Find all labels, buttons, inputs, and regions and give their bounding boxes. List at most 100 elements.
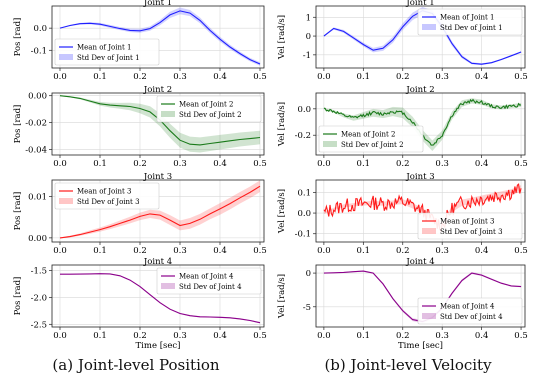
chart-title: Joint 4 — [405, 257, 434, 267]
x-tick-label: 0.4 — [213, 246, 227, 256]
legend-box — [156, 267, 262, 295]
chart-velocity-1: 0.0 0.1 0.2 0.3 0.4 0.5 1 0 -1 Joint 1 Vel [rad/s]… — [277, 0, 528, 82]
y-axis-label: Vel [rad/s] — [277, 102, 287, 147]
chart-title: Joint 2 — [143, 85, 172, 95]
x-tick-label: 0.2 — [133, 72, 147, 82]
x-tick-label: 0.0 — [317, 159, 331, 169]
legend-std-swatch — [59, 198, 73, 204]
x-tick-label: 0.4 — [475, 331, 489, 341]
caption-position: (a) Joint-level Position — [52, 356, 220, 374]
x-tick-label: 0.2 — [133, 159, 147, 169]
x-tick-label: 0.0 — [317, 331, 331, 341]
legend: Mean of Joint 4 Std Dev of Joint 4 — [417, 297, 523, 325]
caption-velocity: (b) Joint-level Velocity — [324, 356, 492, 374]
legend: Mean of Joint 1 Std Dev of Joint 1 — [417, 8, 523, 36]
x-axis-label: Time [sec] — [136, 341, 181, 351]
legend: Mean of Joint 2 Std Dev of Joint 2 — [156, 95, 262, 123]
legend-mean-label: Mean of Joint 2 — [341, 131, 396, 139]
legend-std-label: Std Dev of Joint 1 — [77, 54, 140, 62]
chart-title: Joint 4 — [143, 257, 172, 267]
x-tick-label: 0.2 — [396, 72, 410, 82]
x-tick-label: 0.0 — [317, 246, 331, 256]
y-axis-label: Pos [rad] — [13, 18, 23, 57]
legend: Mean of Joint 1 Std Dev of Joint 1 — [54, 38, 160, 66]
legend-mean-label: Mean of Joint 1 — [440, 14, 495, 22]
x-tick-label: 0.2 — [396, 246, 410, 256]
chart-position-3: 0.0 0.1 0.2 0.3 0.4 0.5 0.01 0.00 Joint 3 Pos [ra… — [13, 172, 267, 256]
y-tick-label: -0.02 — [25, 119, 47, 129]
y-tick-label: -0.04 — [25, 146, 47, 156]
x-tick-label: 0.4 — [213, 331, 227, 341]
y-tick-label: 0 — [306, 32, 311, 42]
legend-std-swatch — [323, 141, 337, 147]
mean-line — [59, 10, 261, 65]
chart-velocity-3: 0.0 0.1 0.2 0.3 0.4 0.5 0.1 0.0 -0.1 Joint 3 Vel [… — [277, 172, 528, 256]
legend-std-swatch — [161, 283, 175, 289]
y-tick-label: 1 — [306, 13, 311, 23]
x-axis-label: Time [sec] — [398, 341, 443, 351]
y-tick-label: -1.5 — [31, 266, 47, 276]
mean-line — [59, 185, 261, 239]
chart-position-2: 0.0 0.1 0.2 0.3 0.4 0.5 0.00 -0.02 -0.04 Joint 2 P… — [13, 85, 267, 169]
legend-mean-label: Mean of Joint 1 — [77, 44, 132, 52]
x-tick-label: 0.0 — [53, 331, 67, 341]
legend-std-swatch — [422, 313, 436, 319]
legend-std-label: Std Dev of Joint 1 — [440, 24, 503, 32]
chart-title: Joint 1 — [405, 0, 434, 8]
x-tick-label: 0.3 — [173, 159, 187, 169]
legend-std-label: Std Dev of Joint 2 — [341, 141, 404, 149]
legend-box — [417, 297, 523, 325]
legend-std-label: Std Dev of Joint 2 — [179, 111, 242, 119]
legend-std-swatch — [161, 111, 175, 117]
x-tick-label: 0.1 — [93, 246, 107, 256]
chart-position-4: 0.0 0.1 0.2 0.3 0.4 0.5 -1.5 -2.0 -2.5 Joint 4 Pos… — [13, 257, 267, 351]
chart-title: Joint 1 — [143, 0, 172, 8]
x-tick-label: 0.3 — [435, 246, 449, 256]
y-tick-label: 0 — [306, 269, 311, 279]
mean-line — [60, 273, 261, 324]
legend: Mean of Joint 3 Std Dev of Joint 3 — [417, 212, 523, 240]
y-tick-label: 0.0 — [33, 24, 47, 34]
mean-line — [323, 183, 522, 233]
legend-mean-label: Mean of Joint 4 — [440, 303, 495, 311]
plot-frame — [51, 179, 265, 243]
x-tick-label: 0.1 — [93, 72, 107, 82]
plot-frame — [315, 179, 526, 243]
y-axis-label: Pos [rad] — [13, 192, 23, 231]
legend-std-label: Std Dev of Joint 4 — [179, 283, 242, 291]
y-tick-label: 0.0 — [297, 209, 311, 219]
legend: Mean of Joint 3 Std Dev of Joint 3 — [54, 182, 160, 210]
x-tick-label: 0.3 — [173, 72, 187, 82]
x-tick-label: 0.5 — [253, 72, 267, 82]
y-tick-label: -0.1 — [295, 230, 311, 240]
x-tick-label: 0.4 — [475, 246, 489, 256]
y-tick-label: -2.0 — [31, 293, 47, 303]
y-tick-label: 0.1 — [297, 188, 311, 198]
legend-mean-label: Mean of Joint 3 — [77, 188, 132, 196]
chart-velocity-4: 0.0 0.1 0.2 0.3 0.4 0.5 0 -5 Joint 4 Vel [rad/s] T… — [277, 257, 528, 351]
x-tick-label: 0.4 — [213, 72, 227, 82]
legend-mean-label: Mean of Joint 3 — [440, 218, 495, 226]
x-tick-label: 0.3 — [173, 331, 187, 341]
x-tick-label: 0.5 — [514, 72, 528, 82]
chart-title: Joint 3 — [143, 172, 172, 182]
x-tick-label: 0.5 — [253, 159, 267, 169]
x-tick-label: 0.5 — [253, 246, 267, 256]
x-tick-label: 0.1 — [357, 72, 371, 82]
y-tick-label: -2.5 — [31, 320, 47, 330]
x-tick-label: 0.3 — [435, 159, 449, 169]
x-tick-label: 0.0 — [53, 72, 67, 82]
x-tick-label: 0.3 — [435, 331, 449, 341]
x-tick-label: 0.0 — [317, 72, 331, 82]
x-tick-label: 0.4 — [475, 159, 489, 169]
x-tick-label: 0.2 — [396, 331, 410, 341]
x-tick-label: 0.5 — [514, 246, 528, 256]
x-tick-label: 0.3 — [435, 72, 449, 82]
plot-frame — [51, 264, 265, 328]
x-tick-label: 0.5 — [514, 331, 528, 341]
x-tick-label: 0.2 — [396, 159, 410, 169]
y-tick-label: 0.0 — [297, 105, 311, 115]
legend-box — [417, 212, 523, 240]
y-tick-label: -1 — [303, 51, 311, 61]
